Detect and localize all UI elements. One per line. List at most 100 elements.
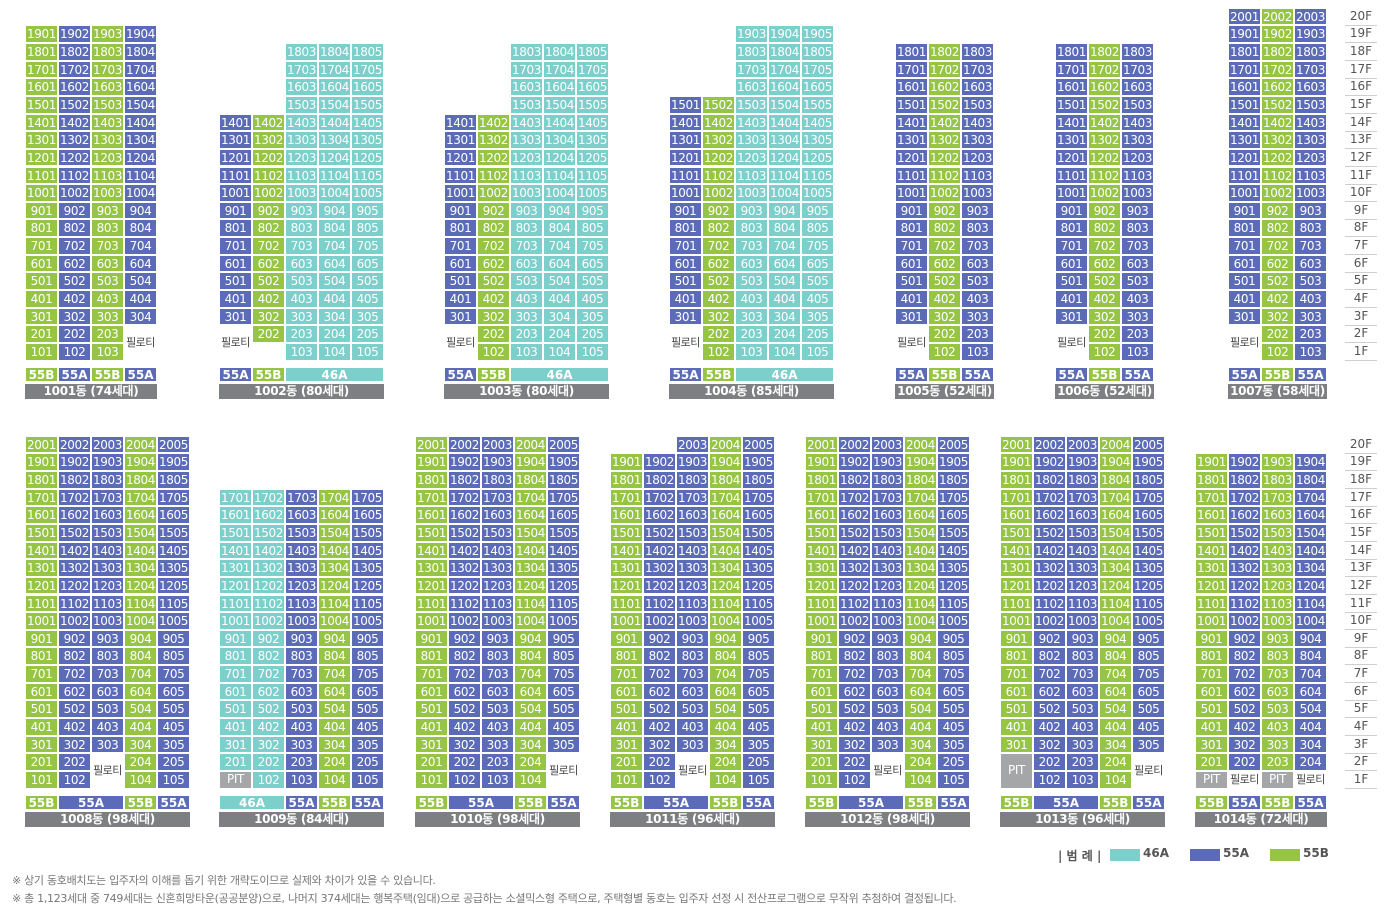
unit-cell: 505 (742, 700, 775, 719)
unit-cell: 601 (1000, 682, 1033, 701)
floor-label: 18F (1345, 471, 1377, 489)
unit-cell: 1504 (768, 95, 801, 114)
floor-label: 5F (1345, 272, 1377, 291)
unit-cell: 1704 (514, 488, 547, 507)
unit-cell: 1401 (219, 113, 252, 132)
unit-cell: 1905 (547, 453, 580, 471)
unit-cell: 1605 (937, 506, 970, 524)
unit-cell: 904 (124, 629, 157, 648)
unit-cell: 704 (1099, 665, 1132, 683)
unit-cell: 101 (25, 343, 58, 361)
unit-cell: 804 (318, 647, 351, 666)
unit-cell: 603 (285, 682, 318, 701)
unit-cell: 1003 (961, 184, 994, 202)
piloti-label: 필로티 (1230, 773, 1259, 786)
unit-cell: 1203 (510, 148, 543, 167)
unit-cell: 1305 (801, 131, 834, 149)
unit-cell: 101 (415, 771, 448, 789)
unit-cell: 1805 (1132, 470, 1165, 489)
unit-cell: 1603 (285, 78, 318, 96)
unit-cell: 1703 (510, 60, 543, 79)
unit-cell: 905 (547, 629, 580, 648)
unit-cell: 1003 (735, 184, 768, 202)
unit-cell: 902 (252, 201, 285, 220)
unit-cell: 1703 (91, 60, 124, 79)
unit-cell: 403 (285, 290, 318, 308)
unit-cell: 1301 (1228, 131, 1261, 149)
unit-cell: 1702 (448, 488, 481, 507)
unit-type-tag: 55A (547, 794, 580, 810)
unit-cell: 1003 (1261, 612, 1294, 630)
unit-cell: 1703 (1261, 488, 1294, 507)
unit-cell: 1402 (58, 541, 91, 560)
unit-cell: 1704 (709, 488, 742, 507)
unit-cell: 903 (676, 629, 709, 648)
unit-cell: 702 (1088, 237, 1121, 255)
unit-cell: 403 (481, 718, 514, 736)
unit-cell: 1704 (318, 488, 351, 507)
unit-cell: 1603 (481, 506, 514, 524)
unit-cell: 1401 (25, 113, 58, 132)
unit-cell: 1204 (768, 148, 801, 167)
unit-cell: 1904 (124, 25, 157, 43)
unit-cell: 1503 (1261, 523, 1294, 542)
unit-cell: 1504 (318, 95, 351, 114)
unit-cell: 805 (547, 647, 580, 666)
unit-cell: 401 (1228, 290, 1261, 308)
floor-label: 19F (1345, 25, 1377, 44)
unit-cell: 605 (351, 254, 384, 273)
unit-cell: 1701 (25, 60, 58, 79)
unit-cell: 1102 (58, 594, 91, 613)
unit-cell: 401 (895, 290, 928, 308)
unit-cell: 302 (1088, 307, 1121, 326)
building-label: 1006동 (52세대) (1055, 383, 1154, 399)
unit-cell: 304 (1099, 735, 1132, 754)
unit-cell: 501 (610, 700, 643, 719)
unit-cell: 203 (91, 325, 124, 343)
unit-cell: 1002 (1088, 184, 1121, 202)
unit-cell: 1403 (91, 113, 124, 132)
piloti-label: 필로티 (1230, 336, 1259, 350)
unit-cell: 1501 (25, 95, 58, 114)
unit-cell: 104 (543, 343, 576, 361)
unit-cell: 1505 (801, 95, 834, 114)
unit-cell: 1604 (1099, 506, 1132, 524)
unit-cell: 1604 (318, 78, 351, 96)
unit-cell: 1601 (25, 78, 58, 96)
unit-cell: 301 (25, 735, 58, 754)
unit-cell: 301 (895, 307, 928, 326)
unit-cell: 2001 (805, 435, 838, 454)
unit-cell: 1803 (961, 42, 994, 61)
unit-cell: 503 (285, 700, 318, 719)
unit-cell: 1503 (961, 95, 994, 114)
unit-cell: 1501 (1228, 95, 1261, 114)
unit-cell: 1504 (124, 95, 157, 114)
unit-cell: 201 (610, 753, 643, 771)
unit-type-tag: 55B (1195, 794, 1228, 810)
unit-cell: 1802 (643, 470, 676, 489)
unit-cell: 1504 (124, 523, 157, 542)
unit-cell: 501 (25, 272, 58, 291)
unit-cell: 1305 (937, 559, 970, 577)
unit-type-tag: 55B (904, 794, 937, 810)
unit-cell: 703 (676, 665, 709, 683)
unit-cell: 301 (444, 307, 477, 326)
unit-type-tag: 55A (838, 794, 904, 810)
pit-cell: PIT (1261, 771, 1294, 789)
unit-cell: 2005 (157, 435, 190, 454)
unit-cell: 1603 (735, 78, 768, 96)
legend-label-55a: 55A (1223, 846, 1249, 860)
unit-cell: 2002 (58, 435, 91, 454)
unit-cell: 1304 (514, 559, 547, 577)
unit-cell: 604 (124, 254, 157, 273)
unit-cell: 1901 (1000, 453, 1033, 471)
unit-cell: 902 (58, 629, 91, 648)
unit-type-tag: 55A (1132, 794, 1165, 810)
unit-cell: 1001 (444, 184, 477, 202)
unit-cell: 2001 (415, 435, 448, 454)
unit-cell: 1001 (219, 612, 252, 630)
unit-cell: 1504 (1294, 523, 1327, 542)
unit-cell: 1604 (318, 506, 351, 524)
unit-cell: 904 (709, 629, 742, 648)
unit-cell: 1201 (1000, 576, 1033, 595)
